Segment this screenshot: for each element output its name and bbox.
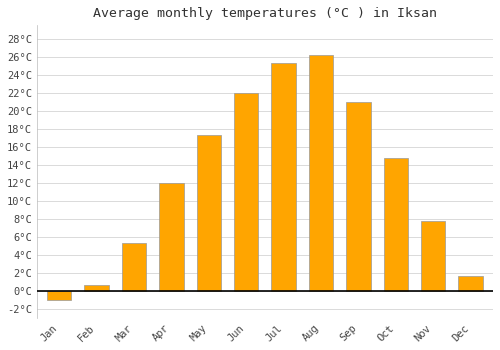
Bar <box>47 291 72 300</box>
Bar <box>160 183 184 291</box>
Bar <box>234 93 258 291</box>
Bar <box>84 285 109 291</box>
Title: Average monthly temperatures (°C ) in Iksan: Average monthly temperatures (°C ) in Ik… <box>93 7 437 20</box>
Bar <box>384 158 408 291</box>
Bar <box>346 102 370 291</box>
Bar <box>122 243 146 291</box>
Bar <box>272 63 296 291</box>
Bar <box>309 55 333 291</box>
Bar <box>458 275 483 291</box>
Bar <box>421 220 446 291</box>
Bar <box>196 135 221 291</box>
